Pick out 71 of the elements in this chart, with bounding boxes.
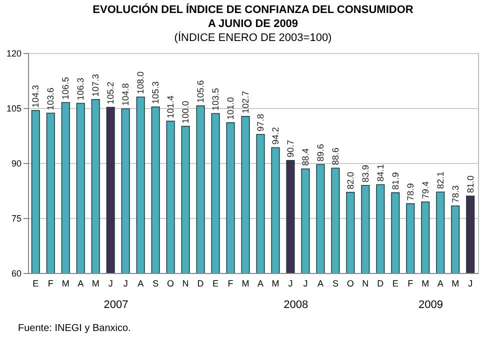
x-tick-label: F [48,278,54,288]
x-tick-label: M [92,278,100,288]
data-label: 88.6 [330,148,340,166]
data-label: 83.9 [360,164,370,182]
data-label: 105.3 [150,81,161,104]
x-tick-label: F [408,278,414,288]
y-tick-label: 75 [11,214,22,224]
x-tick-label: M [242,278,250,288]
data-label: 105.6 [196,80,206,103]
data-label: 82.0 [345,172,356,190]
data-label: 81.9 [390,172,400,190]
text: 2007 [104,299,128,311]
chart-title: EVOLUCIÓN DEL ÍNDICE DE CONFIANZA DEL CONSUMIDOR A JUNIO DE 2009 [92,3,414,30]
source-note: Fuente: INEGI y Banxico. [18,323,131,334]
x-tick-label: A [317,278,324,288]
x-tick-label: F [228,278,234,288]
x-tick-label: J [303,278,308,288]
chart-subtitle: (ÍNDICE ENERO DE 2003=100) [174,31,332,44]
data-label: 90.7 [285,140,296,158]
data-label: 82.1 [435,171,446,189]
y-tick-label: 120 [6,48,22,58]
x-tick-label: S [332,278,338,288]
data-label: 103.5 [210,88,221,110]
data-label: 81.0 [465,175,476,193]
y-tick-label: 90 [11,158,22,168]
x-tick-label: O [167,278,174,288]
x-tick-label: O [346,278,354,288]
data-label: 106.5 [60,76,71,100]
data-label: 107.3 [90,74,101,97]
x-tick-label: A [437,278,444,288]
data-label: 104.3 [30,85,41,108]
x-tick-label: M [62,278,70,288]
data-label: 97.8 [255,114,266,132]
data-label: 104.8 [120,83,131,106]
x-tick-label: S [152,278,159,288]
x-tick-label: M [452,278,460,288]
x-tick-label: A [78,278,84,288]
x-tick-label: M [272,278,280,288]
data-label: 79.4 [420,181,430,199]
data-label: 102.7 [240,90,251,114]
x-tick-label: E [32,278,39,288]
y-tick-label: 60 [11,268,22,278]
data-label: 106.3 [76,78,86,100]
x-tick-label: D [377,278,384,288]
data-label: 94.2 [270,127,280,145]
x-tick-label: E [392,278,398,288]
y-tick-label: 105 [6,104,22,114]
x-tick-label: A [138,278,144,288]
x-tick-label: J [288,278,293,288]
x-tick-label: J [468,278,473,288]
data-label: 78.9 [405,183,416,201]
data-label: 100.0 [180,100,191,124]
data-label: 101.4 [166,96,176,118]
data-label: 84.1 [375,164,386,182]
text: 2008 [284,299,308,311]
x-tick-label: A [257,278,264,288]
data-label: 103.6 [46,88,56,110]
x-tick-label: J [123,278,128,288]
x-tick-label: D [197,278,204,288]
data-label: 105.2 [106,82,116,104]
x-tick-label: E [212,278,219,288]
x-tick-label: N [182,278,189,288]
x-tick-label: N [362,278,369,288]
text: 2009 [418,299,444,311]
data-label: 88.4 [300,148,310,166]
x-tick-label: J [108,278,113,288]
x-tick-label: M [422,278,430,288]
data-label: 89.6 [315,144,326,162]
data-label: 101.0 [226,97,236,120]
data-label: 108.0 [136,71,146,94]
data-label: 78.3 [450,185,460,203]
